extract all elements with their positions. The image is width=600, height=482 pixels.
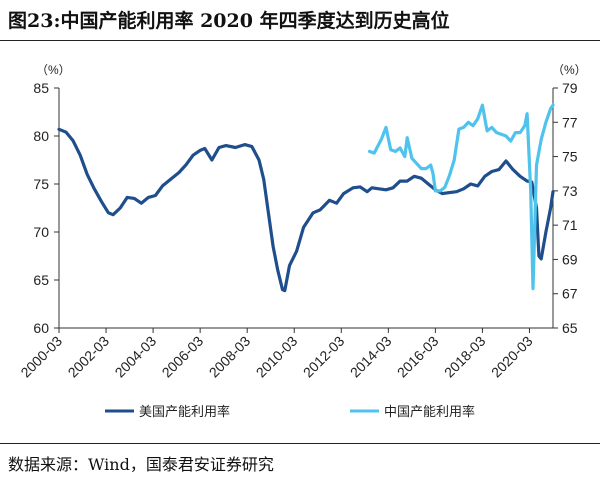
right-tick-label: 73 [562, 183, 578, 199]
left-axis-ticks: 60 65 70 75 80 85 [33, 80, 59, 336]
source-divider [0, 443, 600, 444]
x-tick-label: 2002-03 [65, 333, 113, 381]
x-tick-label: 2008-03 [206, 333, 254, 381]
x-tick-label: 2020-03 [488, 333, 536, 381]
series-line-us [57, 127, 555, 293]
source-note: 数据来源：Wind，国泰君安证券研究 [8, 455, 274, 474]
series-layer [57, 103, 555, 293]
left-tick-label: 70 [33, 224, 49, 240]
x-tick-label: 2004-03 [112, 333, 160, 381]
x-tick-label: 2006-03 [159, 333, 207, 381]
left-tick-label: 60 [33, 320, 49, 336]
right-axis-ticks: 65 67 69 71 73 75 77 79 [553, 80, 578, 336]
right-tick-label: 79 [562, 80, 578, 96]
left-tick-label: 80 [33, 128, 49, 144]
legend-label-us: 美国产能利用率 [139, 404, 230, 420]
chart-axes [58, 88, 554, 329]
x-tick-label: 2012-03 [300, 333, 348, 381]
series-line-cn [367, 103, 555, 291]
left-axis-unit: （%） [36, 63, 71, 77]
right-tick-label: 67 [562, 286, 578, 302]
x-tick-label: 2010-03 [253, 333, 301, 381]
right-axis-unit: （%） [552, 63, 587, 77]
x-tick-label: 2016-03 [394, 333, 442, 381]
line-chart: （%） （%） 60 65 70 75 80 85 65 67 69 71 73 75 77 79 20… [17, 63, 587, 420]
left-tick-label: 65 [33, 272, 49, 288]
left-tick-label: 85 [33, 80, 49, 96]
legend-label-cn: 中国产能利用率 [384, 404, 475, 420]
x-tick-label: 2018-03 [441, 333, 489, 381]
x-tick-label: 2000-03 [17, 333, 65, 381]
right-tick-label: 65 [562, 320, 578, 336]
right-tick-label: 77 [562, 114, 578, 130]
left-tick-label: 75 [33, 176, 49, 192]
right-tick-label: 71 [562, 217, 578, 233]
title-divider [0, 40, 600, 41]
legend: 美国产能利用率 中国产能利用率 [105, 404, 475, 420]
x-tick-label: 2014-03 [347, 333, 395, 381]
right-tick-label: 69 [562, 251, 578, 267]
x-axis-ticks: 2000-03 2002-03 2004-03 2006-03 2008-03 2010-… [17, 328, 536, 381]
figure-title: 图23:中国产能利用率 2020 年四季度达到历史高位 [8, 10, 450, 32]
right-tick-label: 75 [562, 149, 578, 165]
